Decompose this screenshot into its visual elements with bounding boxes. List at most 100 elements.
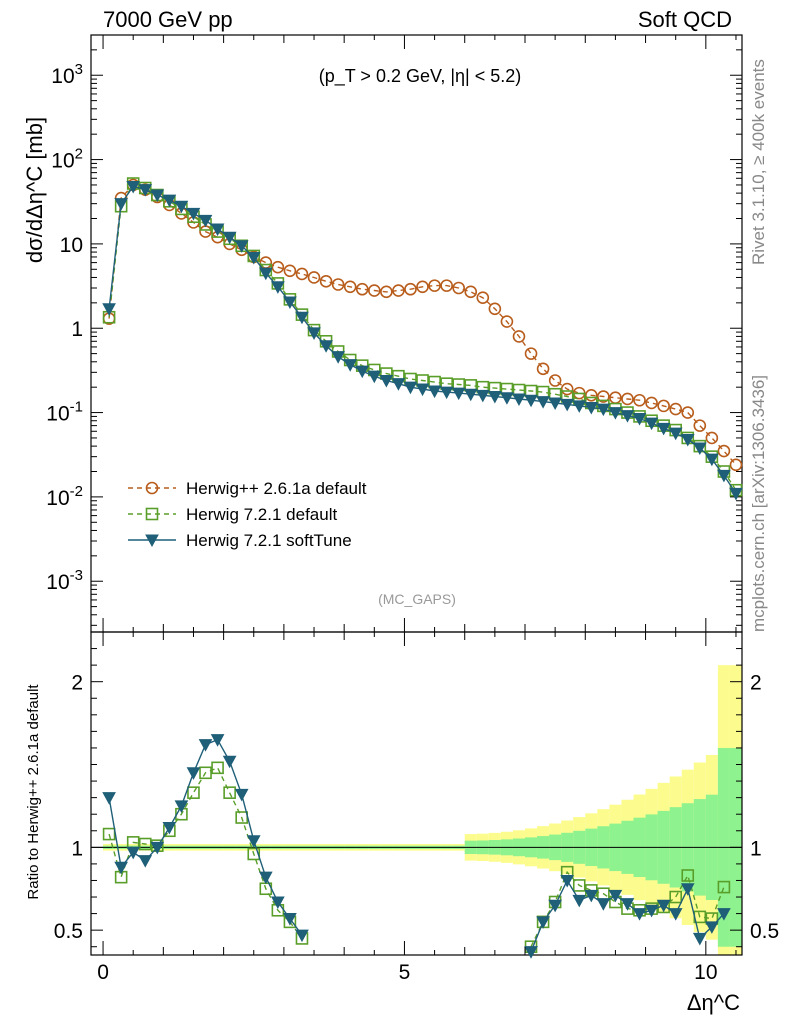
data-point-triangle — [451, 387, 466, 401]
data-point-square — [247, 847, 261, 861]
y-tick-label: 10-2 — [46, 483, 83, 510]
data-point-triangle — [174, 800, 189, 813]
data-point-triangle — [271, 896, 285, 910]
data-point-circle — [368, 284, 381, 297]
y-tick-label: 10-3 — [46, 567, 83, 594]
data-point-triangle — [572, 400, 587, 413]
data-point-circle — [693, 419, 707, 432]
data-point-triangle — [391, 378, 406, 391]
data-point-circle — [307, 271, 321, 284]
data-point-triangle — [331, 351, 345, 364]
data-point-circle — [669, 402, 682, 416]
data-point-triangle — [246, 835, 261, 848]
data-point-triangle — [500, 392, 514, 405]
data-point-square — [572, 879, 586, 892]
data-point-circle — [428, 279, 441, 292]
data-point-triangle — [536, 396, 550, 409]
data-point-triangle — [258, 267, 273, 281]
x-tick-label: 10 — [694, 961, 717, 984]
data-point-triangle — [379, 374, 394, 388]
data-point-circle — [705, 431, 719, 445]
series-triangle-down-filled — [102, 180, 743, 501]
data-point-square — [669, 890, 682, 904]
data-point-circle — [548, 374, 562, 387]
data-point-triangle — [656, 899, 671, 913]
data-point-triangle — [102, 792, 116, 805]
legend: Herwig++ 2.6.1a default Herwig 7.2.1 defa… — [128, 479, 367, 550]
data-point-triangle — [198, 739, 213, 752]
data-point-circle — [536, 362, 550, 376]
data-point-circle — [633, 393, 646, 407]
data-point-triangle — [584, 889, 599, 903]
data-point-triangle — [488, 391, 502, 404]
side-label-mcplots: mcplots.cern.ch [arXiv:1306.3436] — [749, 375, 768, 632]
data-point-triangle — [584, 401, 599, 415]
data-point-triangle — [717, 469, 731, 483]
data-point-circle — [271, 260, 285, 274]
data-point-triangle — [271, 281, 285, 294]
data-point-circle — [524, 347, 538, 360]
data-point-circle — [355, 282, 369, 296]
main-ylabel: dσ/dΔη^C [mb] — [22, 117, 47, 263]
data-point-triangle — [174, 200, 189, 214]
data-point-triangle — [548, 899, 562, 913]
data-point-triangle — [283, 296, 297, 309]
data-point-triangle — [198, 214, 213, 228]
data-point-circle — [512, 330, 526, 343]
y-tick-label: 103 — [51, 61, 83, 88]
analysis-tag: (MC_GAPS) — [378, 591, 456, 607]
data-point-circle — [681, 406, 695, 419]
data-point-circle — [464, 285, 478, 299]
data-point-triangle — [126, 180, 141, 194]
data-point-triangle — [162, 194, 177, 208]
series-line — [108, 184, 737, 466]
data-point-triangle — [668, 908, 683, 921]
main-y-ticks — [91, 34, 742, 626]
data-point-triangle — [150, 841, 165, 855]
series-line — [108, 182, 737, 491]
data-point-triangle — [234, 240, 249, 253]
ratio-y-tick-label: 0.5 — [54, 920, 83, 943]
data-point-triangle — [138, 184, 153, 197]
y-tick-label: 10 — [60, 234, 83, 257]
data-point-triangle — [307, 327, 321, 340]
data-point-triangle — [114, 198, 128, 211]
cut-label: (p_T > 0.2 GeV, |η| < 5.2) — [319, 66, 521, 87]
data-point-circle — [645, 396, 658, 410]
data-point-triangle — [367, 370, 382, 384]
data-point-circle — [476, 291, 490, 305]
data-point-triangle — [186, 767, 201, 780]
data-point-triangle — [705, 453, 719, 467]
data-point-triangle — [295, 929, 309, 943]
header-right-title: Soft QCD — [638, 7, 732, 32]
data-point-triangle — [632, 908, 647, 921]
data-point-circle — [145, 481, 159, 495]
data-point-triangle — [475, 389, 490, 403]
data-point-triangle — [680, 883, 695, 896]
data-point-square — [102, 827, 116, 841]
data-point-triangle — [620, 410, 635, 423]
data-point-triangle — [512, 393, 526, 406]
data-point-triangle — [403, 381, 418, 395]
data-point-triangle — [162, 821, 177, 835]
data-point-triangle — [114, 861, 128, 875]
data-point-triangle — [717, 908, 731, 921]
data-point-square — [199, 766, 212, 780]
data-point-square — [223, 786, 236, 799]
data-point-circle — [380, 285, 393, 299]
data-point-circle — [343, 280, 357, 294]
data-point-circle — [295, 267, 309, 281]
data-point-square — [138, 837, 152, 851]
side-label-rivet: Rivet 3.1.10, ≥ 400k events — [749, 59, 768, 265]
ratio-y-tick-label: 1 — [71, 837, 83, 860]
data-point-circle — [319, 275, 333, 288]
data-point-triangle — [644, 417, 659, 431]
data-point-triangle — [283, 913, 297, 926]
x-tick-label: 5 — [399, 961, 411, 984]
x-tick-label: 0 — [97, 961, 109, 984]
data-point-triangle — [608, 407, 623, 420]
y-tick-label: 102 — [51, 146, 83, 173]
data-point-triangle — [729, 487, 743, 501]
data-point-square — [145, 507, 159, 521]
data-point-triangle — [210, 734, 225, 747]
